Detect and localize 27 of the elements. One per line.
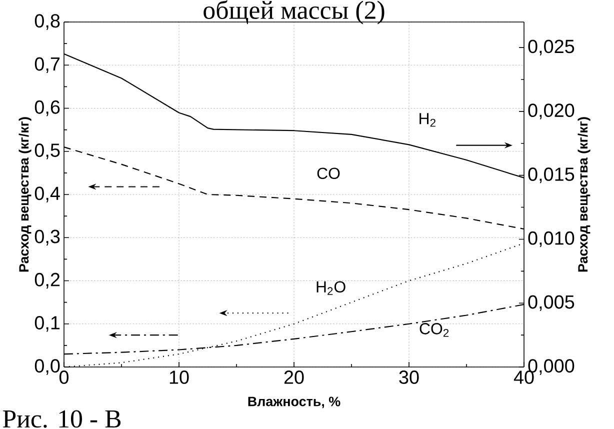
x-tick-label: 20 [284, 370, 304, 384]
y2-axis-title: Расход вещества (кг/кг) [578, 117, 590, 272]
x-tick-label: 10 [170, 370, 189, 384]
y-tick-label: 0,7 [34, 57, 60, 73]
y2-tick-label: 0,010 [528, 231, 574, 248]
chart-title: общей массы (2) [204, 0, 384, 24]
y2-tick-label: 0,020 [528, 104, 574, 120]
y-tick-label: 0,5 [34, 144, 60, 160]
series-label: CO$_{2}$ [420, 323, 449, 337]
series-label: CO [317, 168, 340, 180]
y-tick-label: 0,0 [34, 359, 60, 375]
y-tick-label: 0,1 [34, 316, 60, 332]
series-label: H$_{2}$O [316, 281, 346, 295]
text: Рис. 10 - В [2, 410, 121, 428]
y-axis-title: Расход вещества (кг/кг) [18, 117, 32, 272]
x-tick-label: 0 [59, 370, 69, 384]
y-tick-label: 0,2 [34, 272, 60, 289]
y-tick-label: 0,4 [34, 186, 60, 202]
y2-tick-label: 0,015 [528, 168, 574, 184]
y-tick-label: 0,6 [34, 100, 60, 116]
y2-tick-label: 0,025 [528, 40, 574, 56]
y-tick-label: 0,8 [34, 14, 60, 30]
y-tick-label: 0,3 [34, 230, 60, 246]
y2-tick-label: 0,005 [528, 295, 574, 311]
x-tick-label: 30 [399, 370, 419, 384]
series-label: H$_{2}$ [420, 113, 436, 127]
x-axis-title: Влажность, % [248, 396, 340, 408]
